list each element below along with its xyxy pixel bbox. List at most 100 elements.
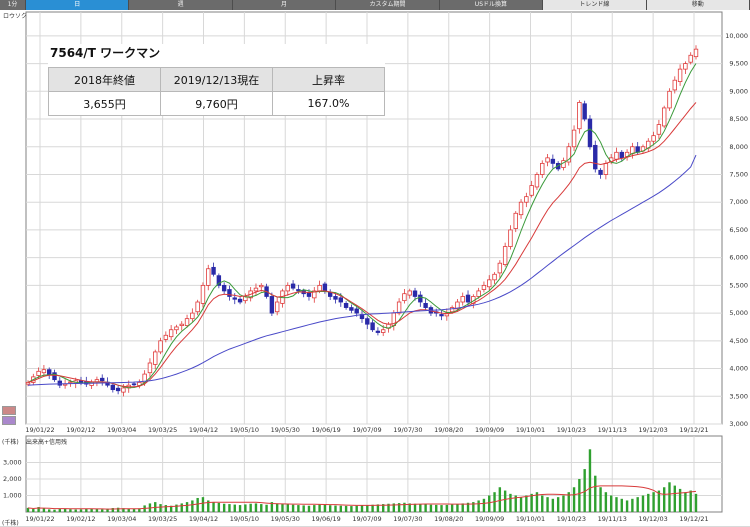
tab-2[interactable]: 週 [129, 0, 233, 10]
zoom-out-button[interactable] [2, 416, 16, 425]
candle-body [296, 289, 301, 292]
candle-body [439, 314, 444, 317]
tab-1[interactable]: 日 [26, 0, 130, 10]
volume-bar [207, 500, 210, 512]
candle-body [518, 201, 524, 216]
volume-bar [48, 509, 51, 512]
x-tick-label: 19/03/25 [148, 426, 177, 434]
candle-body [327, 291, 333, 297]
tab-3[interactable]: 月 [233, 0, 337, 10]
tab-5[interactable]: USドル換算 [440, 0, 544, 10]
price-tick-label: 4,500 [729, 337, 748, 345]
volume-bar [69, 509, 72, 512]
price-tick-label: 5,000 [729, 309, 748, 317]
tab-6[interactable]: トレンド線 [543, 0, 647, 10]
candle-body [513, 212, 518, 229]
candle-body [508, 229, 513, 247]
candle-body [52, 372, 57, 381]
volume-bar [313, 505, 316, 512]
price-tick-label: 3,500 [729, 392, 748, 400]
x-tick-label: 19/12/03 [639, 426, 668, 434]
x-tick-label: 19/03/04 [107, 426, 136, 434]
candle-body [25, 382, 31, 385]
header-rise-rate: 上昇率 [272, 67, 385, 92]
volume-bar [275, 503, 279, 512]
volume-bar [334, 505, 337, 512]
candle-body [418, 294, 423, 303]
volume-bar [318, 504, 321, 512]
volume-bar [270, 502, 274, 512]
volume-bar [249, 503, 252, 512]
x-tick-label: 19/12/21 [679, 426, 708, 434]
period-toolbar: 1分日週月カスタム期間 USドル換算 トレンド線 移動 [0, 0, 750, 10]
candle-body [677, 68, 683, 83]
zoom-in-button[interactable] [2, 406, 16, 415]
candle-body [274, 301, 280, 313]
candle-body [566, 146, 571, 163]
volume-bar [541, 495, 544, 512]
tab-0[interactable]: 1分 [0, 0, 26, 10]
header-2018-close: 2018年終値 [48, 67, 161, 92]
value-current: 9,760円 [160, 91, 273, 116]
volume-bar [328, 505, 332, 512]
volume-bar [233, 504, 236, 512]
candle-body [354, 308, 359, 314]
candle-body [502, 246, 508, 265]
candle-body [587, 118, 593, 148]
volume-unit-label: (千株) [2, 439, 19, 446]
x-tick-label: 19/08/20 [434, 426, 463, 434]
candle-body [529, 185, 534, 196]
volume-bar [620, 498, 623, 512]
volume-bar [260, 504, 263, 512]
tab-7[interactable]: 移動 [646, 0, 750, 10]
volume-bar [567, 492, 570, 512]
candle-body [492, 273, 497, 281]
x-tick-label-volume: 19/07/09 [352, 515, 381, 523]
candle-body [497, 262, 503, 274]
candle-body [540, 162, 545, 175]
volume-bar [42, 508, 46, 512]
candle-body [375, 330, 381, 333]
candle-body [338, 297, 343, 303]
volume-bar [175, 504, 178, 512]
value-2018-close: 3,655円 [48, 91, 161, 116]
candle-body [253, 287, 259, 292]
tab-4[interactable]: カスタム期間 [336, 0, 440, 10]
volume-bar [572, 487, 576, 512]
candle-body [41, 369, 47, 374]
ma-long-line [27, 154, 697, 386]
volume-bar [254, 503, 258, 512]
volume-bar [159, 504, 162, 512]
volume-bar [222, 503, 226, 512]
price-tick-label: 6,500 [729, 226, 748, 234]
volume-bar [90, 508, 93, 512]
x-tick-label-volume: 19/07/30 [393, 515, 422, 523]
volume-bar [435, 504, 438, 512]
volume-bar [169, 505, 173, 512]
volume-bar [228, 504, 231, 512]
volume-bar [689, 490, 692, 512]
volume-bar [609, 495, 613, 512]
volume-bar [350, 506, 353, 512]
volume-bar [625, 500, 629, 512]
volume-bar [562, 495, 565, 512]
x-tick-label-volume: 19/10/01 [516, 515, 545, 523]
volume-bar [466, 502, 470, 512]
performance-table: 2018年終値 2019/12/13現在 上昇率 3,655円 9,760円 1… [48, 67, 385, 116]
x-tick-label: 19/04/12 [189, 426, 218, 434]
candle-body [635, 146, 640, 153]
volume-average-line [27, 485, 697, 510]
candle-body [232, 297, 237, 300]
candle-body [524, 196, 529, 203]
volume-bar [244, 504, 247, 512]
volume-bar [556, 497, 560, 512]
volume-bar [525, 495, 528, 512]
volume-bar [647, 493, 650, 512]
volume-bar [599, 487, 602, 512]
volume-bar [307, 505, 311, 512]
volume-bar [212, 502, 215, 512]
candle-body [333, 296, 338, 300]
candle-body [57, 380, 63, 386]
candle-body [370, 322, 375, 331]
volume-bar [111, 508, 115, 512]
